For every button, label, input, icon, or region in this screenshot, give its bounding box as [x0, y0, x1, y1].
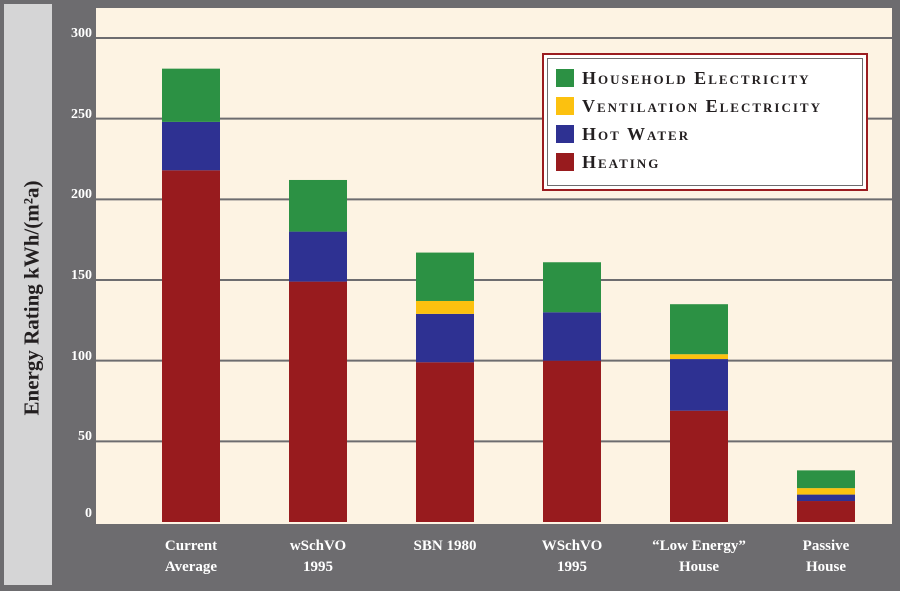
- bar-household-electricity-5: [797, 470, 855, 489]
- x-category-label-line: WSchVO: [541, 538, 603, 554]
- y-tick-label: 0: [85, 506, 92, 521]
- legend-frame: [547, 58, 863, 186]
- bar-ventilation-electricity-2: [416, 300, 474, 314]
- legend: Household Electricity Ventilation Electri…: [542, 53, 868, 191]
- bar-household-electricity-2: [416, 252, 474, 301]
- bar-hot-water-3: [543, 312, 601, 361]
- x-category-label: “Low Energy” House: [639, 536, 759, 578]
- legend-swatch: [556, 97, 574, 115]
- legend-item: Hot Water: [556, 124, 690, 144]
- bar-hot-water-5: [797, 494, 855, 502]
- x-category-label-line: 1995: [557, 559, 587, 575]
- bar-household-electricity-1: [289, 179, 347, 232]
- x-category-label: SBN 1980: [385, 536, 505, 557]
- x-category-label-line: wSchVO: [289, 538, 347, 554]
- bars: [162, 68, 855, 522]
- y-tick-label: 150: [71, 268, 92, 283]
- x-category-label-line: “Low Energy”: [652, 538, 746, 554]
- bar-heating-1: [289, 281, 347, 522]
- y-tick-label: 300: [71, 26, 92, 41]
- bar-hot-water-0: [162, 121, 220, 171]
- bar-hot-water-4: [670, 359, 728, 411]
- legend-swatch: [556, 153, 574, 171]
- x-category-label: Passive House: [766, 536, 886, 578]
- legend-swatch: [556, 69, 574, 87]
- bar-hot-water-1: [289, 231, 347, 282]
- bar-household-electricity-3: [543, 262, 601, 313]
- bar-heating-0: [162, 170, 220, 522]
- legend-label: Hot Water: [582, 123, 691, 144]
- legend-item: Ventilation Electricity: [556, 96, 822, 116]
- bar-ventilation-electricity-4: [670, 354, 728, 360]
- x-category-label-line: Average: [164, 559, 218, 575]
- gridlines: [96, 37, 892, 443]
- x-category-label-line: 1995: [303, 559, 333, 575]
- legend-label: Household Electricity: [582, 67, 811, 88]
- x-category-label: WSchVO 1995: [512, 536, 632, 578]
- bar-heating-2: [416, 362, 474, 522]
- legend-label: Heating: [582, 151, 661, 172]
- x-category-label: wSchVO 1995: [258, 536, 378, 578]
- x-category-label-line: Passive: [802, 538, 850, 554]
- y-tick-label: 100: [71, 348, 92, 364]
- y-axis-label-panel: Energy Rating kWh/(m²a): [4, 4, 52, 585]
- bar-household-electricity-4: [670, 304, 728, 355]
- x-category-label: Current Average: [131, 536, 251, 578]
- x-category-label-line: House: [805, 559, 846, 575]
- y-tick-label: 50: [78, 429, 92, 445]
- bar-household-electricity-0: [162, 68, 220, 122]
- bar-heating-4: [670, 410, 728, 522]
- x-category-label-line: SBN 1980: [413, 538, 477, 554]
- bar-heating-3: [543, 360, 601, 522]
- legend-label: Ventilation Electricity: [582, 95, 822, 116]
- y-tick-label: 200: [71, 187, 92, 203]
- y-tick-label: 250: [71, 106, 92, 122]
- legend-item: Household Electricity: [556, 68, 811, 88]
- bar-hot-water-2: [416, 313, 474, 363]
- bar-ventilation-electricity-5: [797, 488, 855, 495]
- x-category-label-line: House: [678, 559, 719, 575]
- bar-heating-5: [797, 501, 855, 522]
- x-category-label-line: Current: [164, 538, 218, 554]
- legend-swatch: [556, 125, 574, 143]
- legend-item: Heating: [556, 152, 660, 172]
